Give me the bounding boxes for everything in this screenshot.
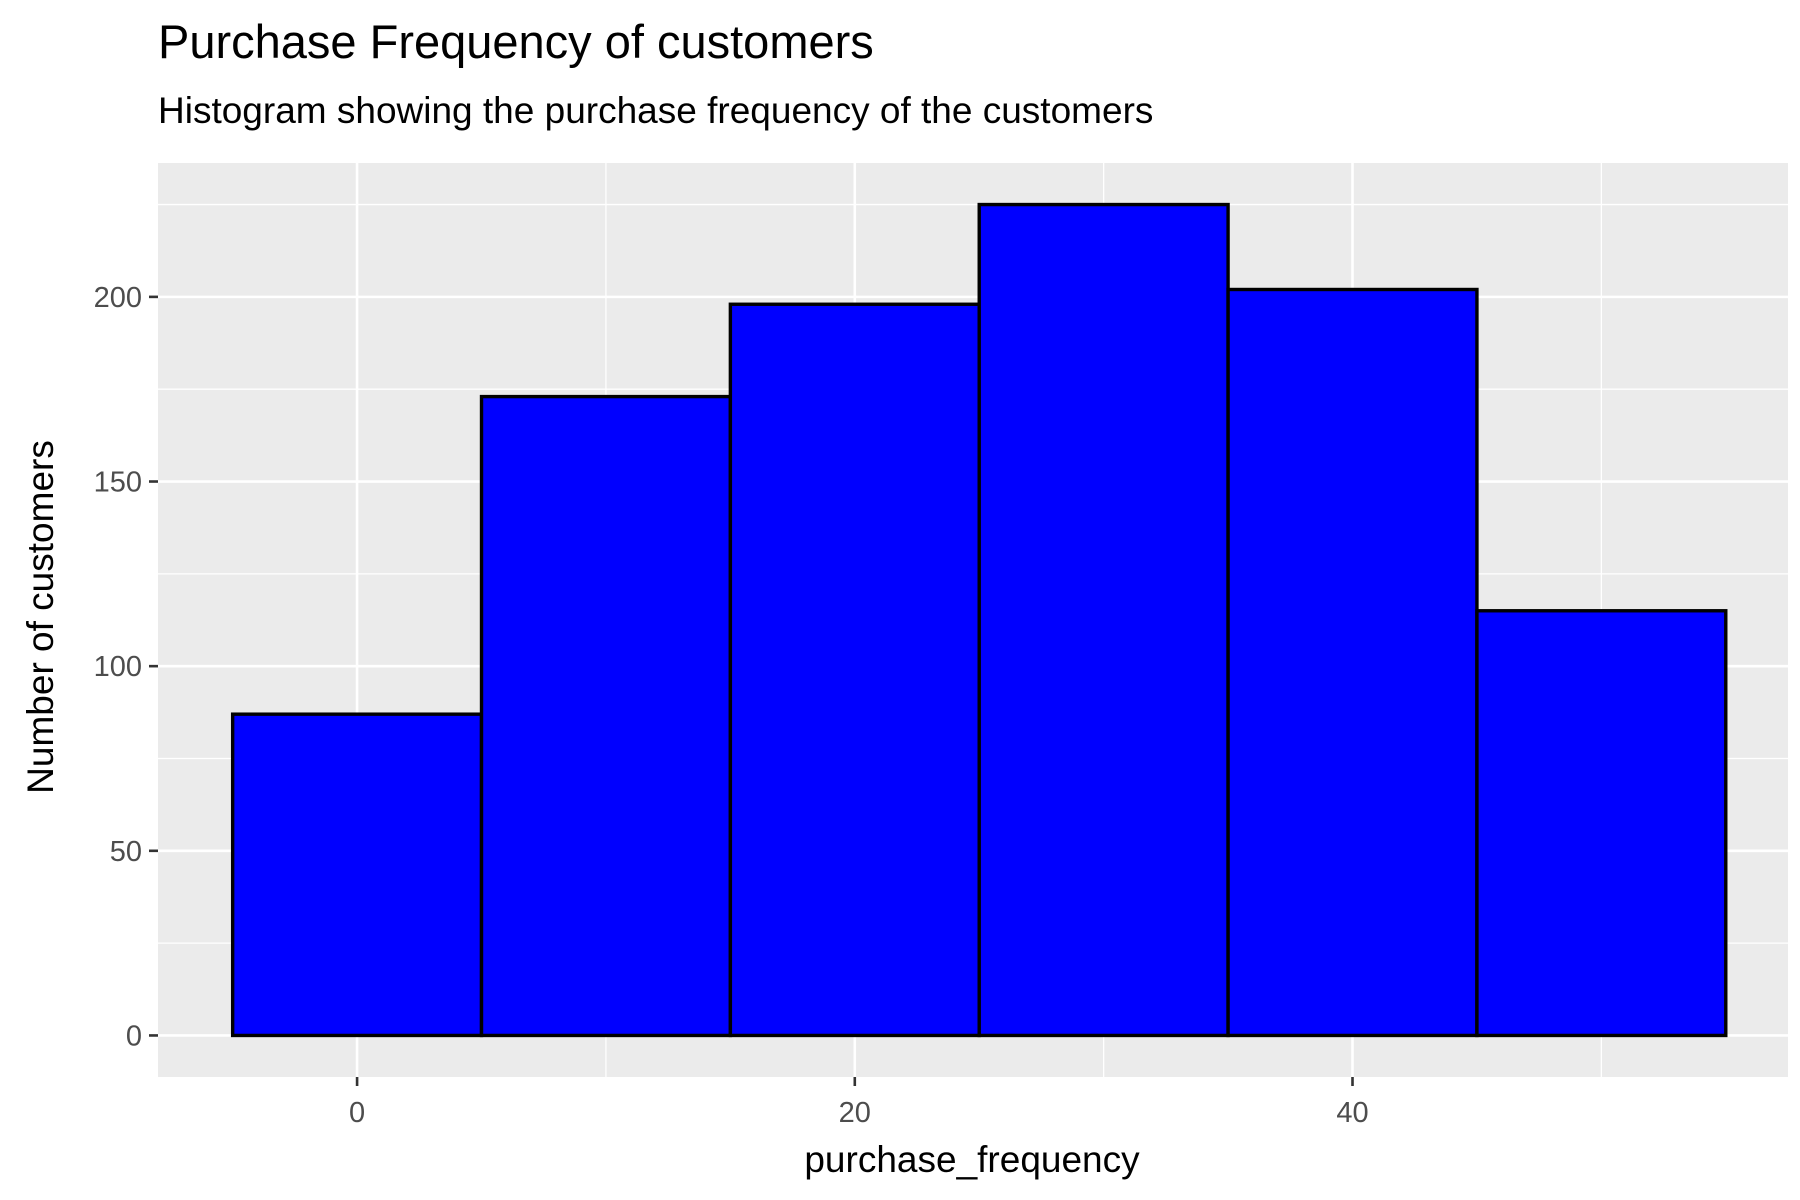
- histogram-bar-6: [1475, 609, 1728, 1038]
- histogram-bar-2: [479, 394, 733, 1038]
- histogram-bar-4: [977, 202, 1230, 1038]
- histogram-bar-3: [728, 302, 981, 1038]
- x-tick-label: 40: [1336, 1097, 1368, 1129]
- x-tick-label: 0: [349, 1097, 365, 1129]
- chart-title: Purchase Frequency of customers: [158, 15, 874, 68]
- histogram-bar-1: [230, 712, 484, 1038]
- y-tick-label: 200: [94, 282, 142, 314]
- y-tick-label: 100: [94, 651, 142, 683]
- y-tick-label: 0: [126, 1020, 142, 1052]
- y-tick-label: 50: [110, 836, 142, 868]
- histogram-bars: [230, 202, 1728, 1038]
- axes: 0 20 40 0 50 100 150 200: [94, 282, 1369, 1129]
- histogram-bar-5: [1226, 287, 1479, 1038]
- y-axis-title: Number of customers: [20, 440, 61, 794]
- x-axis-title: purchase_frequency: [804, 1139, 1140, 1180]
- y-tick-label: 150: [94, 467, 142, 499]
- chart-subtitle: Histogram showing the purchase frequency…: [158, 90, 1154, 131]
- x-tick-label: 20: [839, 1097, 871, 1129]
